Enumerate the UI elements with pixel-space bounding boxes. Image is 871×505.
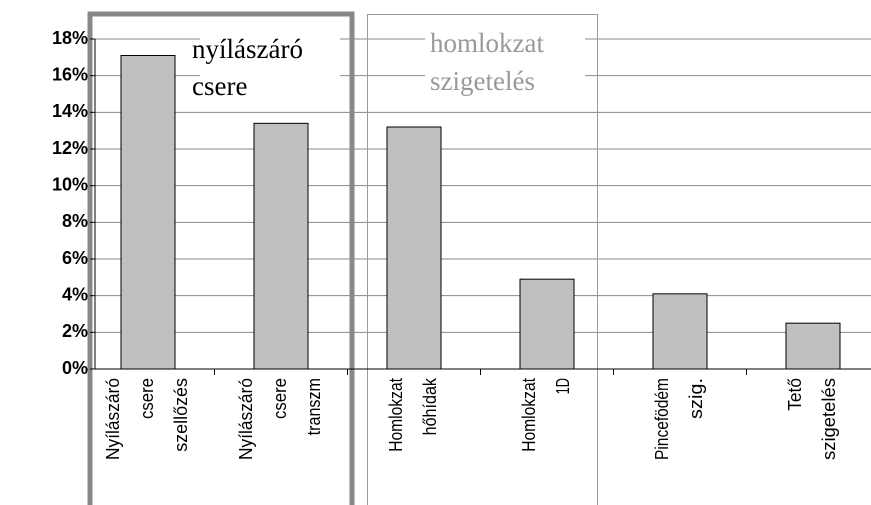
bar — [120, 55, 176, 370]
y-tick-label: 4% — [62, 284, 88, 304]
y-tick-label: 8% — [62, 211, 88, 231]
y-tick-label: 10% — [52, 174, 88, 194]
y-tick-label: 16% — [52, 64, 88, 84]
bar — [386, 126, 442, 370]
annotation: nyílászáró — [192, 34, 303, 64]
y-tick-label: 18% — [52, 28, 88, 48]
label-bg — [425, 30, 585, 100]
y-tick-label: 6% — [62, 248, 88, 268]
x-tick-label: Pincefödém szig. — [652, 378, 706, 460]
bar — [519, 278, 575, 370]
x-tick-label: Nyílászáró csere szellőzés — [103, 378, 191, 460]
bar — [253, 122, 309, 370]
bar — [652, 293, 708, 370]
y-tick-label: 14% — [52, 101, 88, 121]
group-box — [87, 11, 355, 505]
y-tick-label: 12% — [52, 138, 88, 158]
annotation: csere — [192, 71, 247, 101]
x-tick-label: Nyílászáró csere transzm — [236, 378, 324, 460]
bar — [785, 322, 841, 370]
group-box — [367, 14, 598, 505]
y-tick-label: 2% — [62, 321, 88, 341]
x-tick-label: Tető szigetelés — [785, 378, 839, 460]
x-tick-label: Homlokzat hőhídak — [386, 377, 440, 452]
y-tick-label: 0% — [62, 358, 88, 378]
x-tick-label: Homlokzat 1D — [519, 378, 573, 452]
annotation: homlokzat — [430, 28, 544, 58]
annotation: szigetelés — [430, 66, 535, 96]
label-bg — [200, 30, 340, 106]
